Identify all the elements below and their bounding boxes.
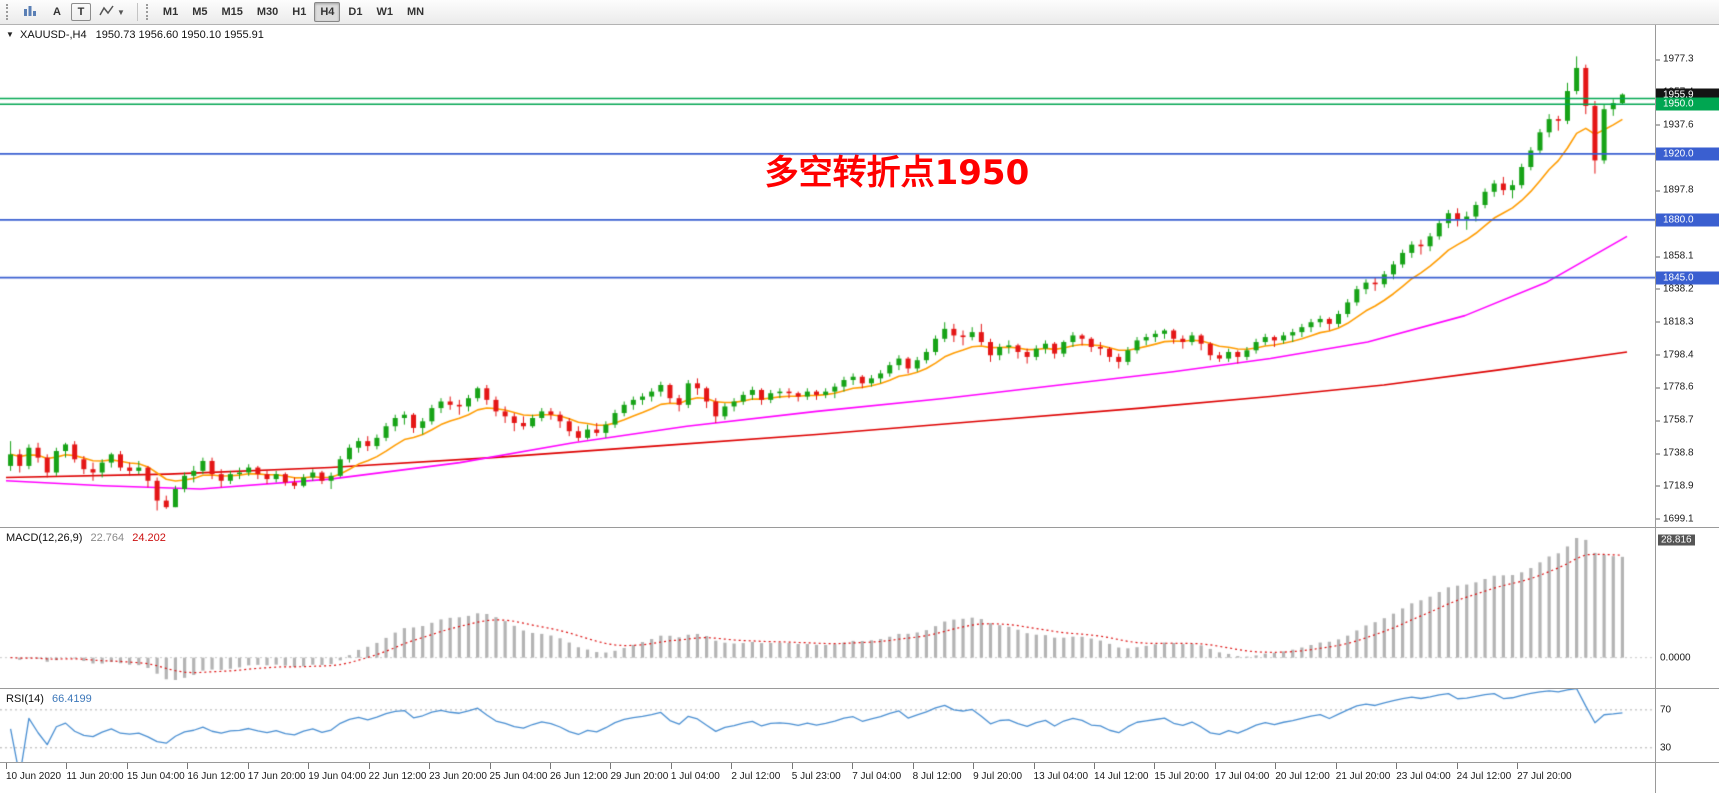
indicators-dropdown-button[interactable]: ▼ <box>93 2 131 22</box>
timeframe-button-d1[interactable]: D1 <box>342 2 368 22</box>
rsi-level-label: 70 <box>1660 704 1672 716</box>
time-tick-label: 11 Jun 20:00 <box>66 763 124 782</box>
pane-divider[interactable] <box>0 527 1719 528</box>
time-axis[interactable]: 10 Jun 2020 11 Jun 20:00 15 Jun 04:00 16 Ju… <box>0 763 1655 793</box>
time-tick-label: 1 Jul 04:00 <box>670 763 720 782</box>
time-tick-label: 27 Jul 20:00 <box>1517 763 1572 782</box>
time-tick-label: 23 Jul 04:00 <box>1396 763 1451 782</box>
timeframe-button-m15[interactable]: M15 <box>215 2 248 22</box>
zigzag-indicator-icon <box>99 5 115 20</box>
macd-main-value: 22.764 <box>90 532 125 544</box>
time-tick-label: 8 Jul 12:00 <box>912 763 962 782</box>
macd-axis[interactable]: 28.816 0.0000 <box>1655 528 1719 688</box>
time-tick-label: 29 Jun 20:00 <box>610 763 669 782</box>
timeframe-button-group: M1 M5 M15 M30 H1 H4 D1 W1 MN <box>157 2 430 22</box>
toolbar-drag-handle[interactable] <box>6 4 10 20</box>
price-tick-label: 1738.8 <box>1656 447 1694 459</box>
macd-pane: MACD(12,26,9) 22.764 24.202 <box>0 528 1655 688</box>
bar-chart-icon <box>23 5 37 20</box>
price-axis[interactable]: 1977.31957.41937.61917.71897.81877.91858… <box>1655 25 1719 527</box>
pane-divider[interactable] <box>0 688 1719 689</box>
price-tick-label: 1758.7 <box>1656 414 1694 426</box>
timeframe-button-m1[interactable]: M1 <box>157 2 184 22</box>
macd-signal-value: 24.202 <box>132 532 166 544</box>
toolbar-separator <box>136 3 138 21</box>
time-tick-label: 10 Jun 2020 <box>6 763 62 782</box>
time-tick-label: 21 Jul 20:00 <box>1335 763 1391 782</box>
macd-canvas[interactable] <box>0 528 1655 688</box>
time-tick-label: 26 Jun 12:00 <box>549 763 608 782</box>
chevron-down-icon: ▼ <box>117 7 125 17</box>
price-tick-label: 1718.9 <box>1656 480 1694 492</box>
time-tick-label: 25 Jun 04:00 <box>489 763 548 782</box>
time-tick-label: 15 Jun 04:00 <box>126 763 185 782</box>
price-level-box: 1880.0 <box>1656 213 1719 227</box>
text-tool-button[interactable]: T <box>71 3 91 21</box>
toolbar-drag-handle[interactable] <box>145 4 150 20</box>
rsi-canvas[interactable] <box>0 689 1655 762</box>
rsi-level-label: 30 <box>1660 742 1672 754</box>
price-tick-label: 1977.3 <box>1656 53 1694 65</box>
rsi-pane: RSI(14) 66.4199 <box>0 689 1655 762</box>
price-tick-label: 1838.2 <box>1656 283 1694 295</box>
price-tick-label: 1699.1 <box>1656 513 1694 525</box>
timeframe-button-m5[interactable]: M5 <box>186 2 213 22</box>
price-chart-canvas[interactable] <box>0 25 1655 527</box>
macd-axis-label: 0.0000 <box>1660 652 1691 664</box>
price-tick-label: 1778.6 <box>1656 381 1694 393</box>
price-level-box: 1920.0 <box>1656 147 1719 161</box>
time-tick-label: 7 Jul 04:00 <box>852 763 902 782</box>
chart-window-button[interactable] <box>17 2 43 22</box>
rsi-value: 66.4199 <box>51 693 92 705</box>
time-tick-label: 15 Jul 20:00 <box>1154 763 1209 782</box>
timeframe-button-w1[interactable]: W1 <box>370 2 399 22</box>
price-tick-label: 1937.6 <box>1656 119 1694 131</box>
price-tick-label: 1858.1 <box>1656 250 1694 262</box>
macd-label: MACD(12,26,9) 22.764 24.202 <box>6 532 166 544</box>
chart-text-annotation[interactable]: 多空转折点1950 <box>764 153 1030 193</box>
axis-corner <box>1655 763 1719 793</box>
timeframe-button-h1[interactable]: H1 <box>286 2 312 22</box>
time-tick-label: 22 Jun 12:00 <box>368 763 427 782</box>
time-tick-label: 9 Jul 20:00 <box>973 763 1023 782</box>
timeframe-button-m30[interactable]: M30 <box>251 2 284 22</box>
time-tick-label: 2 Jul 12:00 <box>731 763 781 782</box>
collapse-arrow-icon[interactable]: ▼ <box>6 30 14 39</box>
pane-divider <box>0 762 1719 763</box>
main-chart-pane: ▼ XAUUSD-,H4 1950.73 1956.60 1950.10 195… <box>0 25 1655 527</box>
time-tick-label: 17 Jul 04:00 <box>1214 763 1270 782</box>
time-tick-label: 13 Jul 04:00 <box>1033 763 1089 782</box>
time-tick-label: 20 Jul 12:00 <box>1275 763 1330 782</box>
rsi-label: RSI(14) 66.4199 <box>6 693 92 705</box>
time-tick-label: 16 Jun 12:00 <box>187 763 246 782</box>
ohlc-values: 1950.73 1956.60 1950.10 1955.91 <box>95 29 264 41</box>
timeframe-button-h4[interactable]: H4 <box>314 2 341 22</box>
timeframe-button-mn[interactable]: MN <box>401 2 430 22</box>
rsi-axis[interactable]: 70 30 <box>1655 689 1719 762</box>
time-tick-label: 14 Jul 12:00 <box>1093 763 1149 782</box>
price-level-box: 1950.0 <box>1656 97 1719 111</box>
price-tick-label: 1897.8 <box>1656 184 1694 196</box>
time-tick-label: 5 Jul 23:00 <box>791 763 841 782</box>
macd-axis-label: 28.816 <box>1658 534 1695 546</box>
time-tick-label: 23 Jun 20:00 <box>429 763 487 782</box>
price-tick-label: 1818.3 <box>1656 316 1694 328</box>
time-tick-label: 19 Jun 04:00 <box>308 763 367 782</box>
cursor-tool-button[interactable]: A <box>45 2 69 22</box>
time-tick-label: 17 Jun 20:00 <box>247 763 306 782</box>
chart-window: ▼ XAUUSD-,H4 1950.73 1956.60 1950.10 195… <box>0 25 1719 793</box>
price-level-box: 1845.0 <box>1656 271 1719 285</box>
time-tick-label: 24 Jul 12:00 <box>1456 763 1512 782</box>
price-tick-label: 1798.4 <box>1656 349 1694 361</box>
toolbar: A T ▼ M1 M5 M15 M30 H1 H4 D1 W1 MN <box>0 0 1719 25</box>
symbol-label: XAUUSD-,H4 <box>19 29 87 41</box>
chart-symbol-title: ▼ XAUUSD-,H4 1950.73 1956.60 1950.10 195… <box>6 29 264 41</box>
